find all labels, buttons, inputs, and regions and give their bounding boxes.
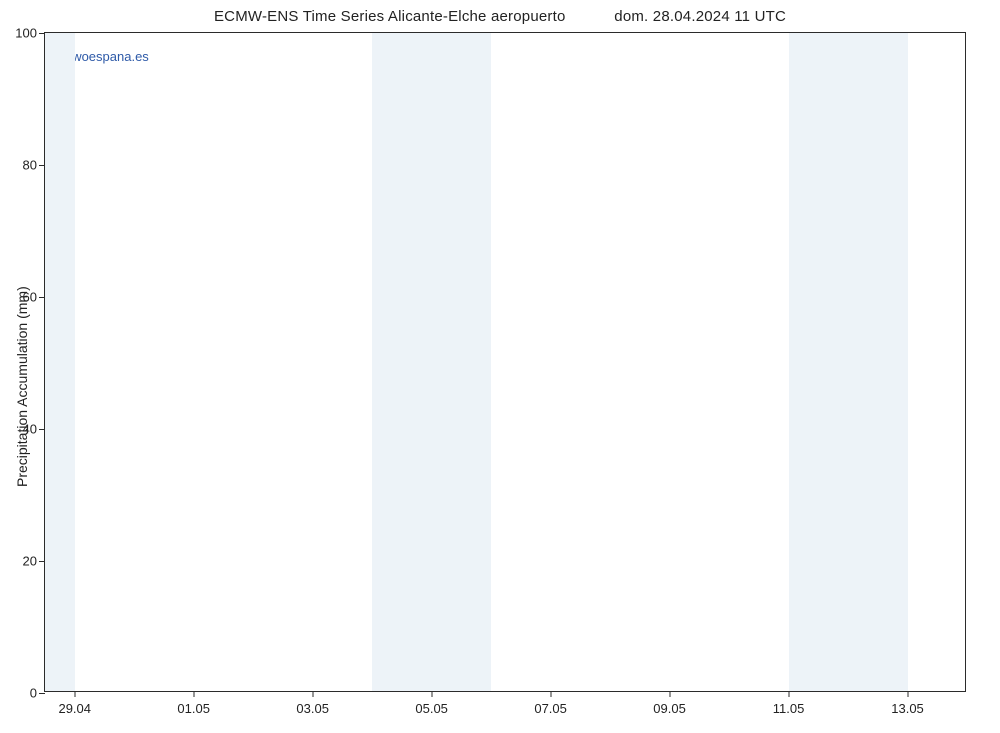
x-tick-mark — [669, 691, 670, 697]
y-tick-mark — [39, 693, 45, 694]
x-tick-mark — [788, 691, 789, 697]
shaded-band — [432, 33, 491, 691]
x-tick-mark — [312, 691, 313, 697]
y-tick-label: 0 — [30, 686, 37, 701]
y-tick-label: 60 — [23, 290, 37, 305]
x-tick-label: 03.05 — [296, 701, 329, 716]
shaded-band — [848, 33, 907, 691]
x-tick-label: 29.04 — [58, 701, 91, 716]
x-tick-mark — [550, 691, 551, 697]
x-tick-mark — [431, 691, 432, 697]
x-tick-mark — [193, 691, 194, 697]
precip-accumulation-chart: ECMW-ENS Time Series Alicante-Elche aero… — [0, 0, 1000, 733]
shaded-band — [789, 33, 848, 691]
x-tick-label: 11.05 — [773, 701, 805, 716]
y-tick-mark — [39, 429, 45, 430]
chart-title-right: dom. 28.04.2024 11 UTC — [614, 8, 786, 25]
y-tick-label: 80 — [23, 158, 37, 173]
x-tick-label: 09.05 — [653, 701, 686, 716]
x-tick-mark — [907, 691, 908, 697]
y-tick-label: 40 — [23, 422, 37, 437]
y-tick-label: 20 — [23, 554, 37, 569]
plot-area: © woespana.es 02040608010029.0401.0503.0… — [44, 32, 966, 692]
y-tick-label: 100 — [15, 26, 37, 41]
y-axis-label: Precipitation Accumulation (mm) — [14, 286, 30, 487]
y-tick-mark — [39, 561, 45, 562]
y-tick-mark — [39, 33, 45, 34]
x-tick-mark — [74, 691, 75, 697]
y-tick-mark — [39, 297, 45, 298]
shaded-band — [45, 33, 75, 691]
shaded-band — [372, 33, 431, 691]
x-tick-label: 01.05 — [177, 701, 210, 716]
x-tick-label: 13.05 — [891, 701, 924, 716]
chart-title: ECMW-ENS Time Series Alicante-Elche aero… — [0, 8, 1000, 25]
x-tick-label: 07.05 — [534, 701, 567, 716]
chart-title-left: ECMW-ENS Time Series Alicante-Elche aero… — [214, 8, 566, 25]
x-tick-label: 05.05 — [415, 701, 448, 716]
y-tick-mark — [39, 165, 45, 166]
